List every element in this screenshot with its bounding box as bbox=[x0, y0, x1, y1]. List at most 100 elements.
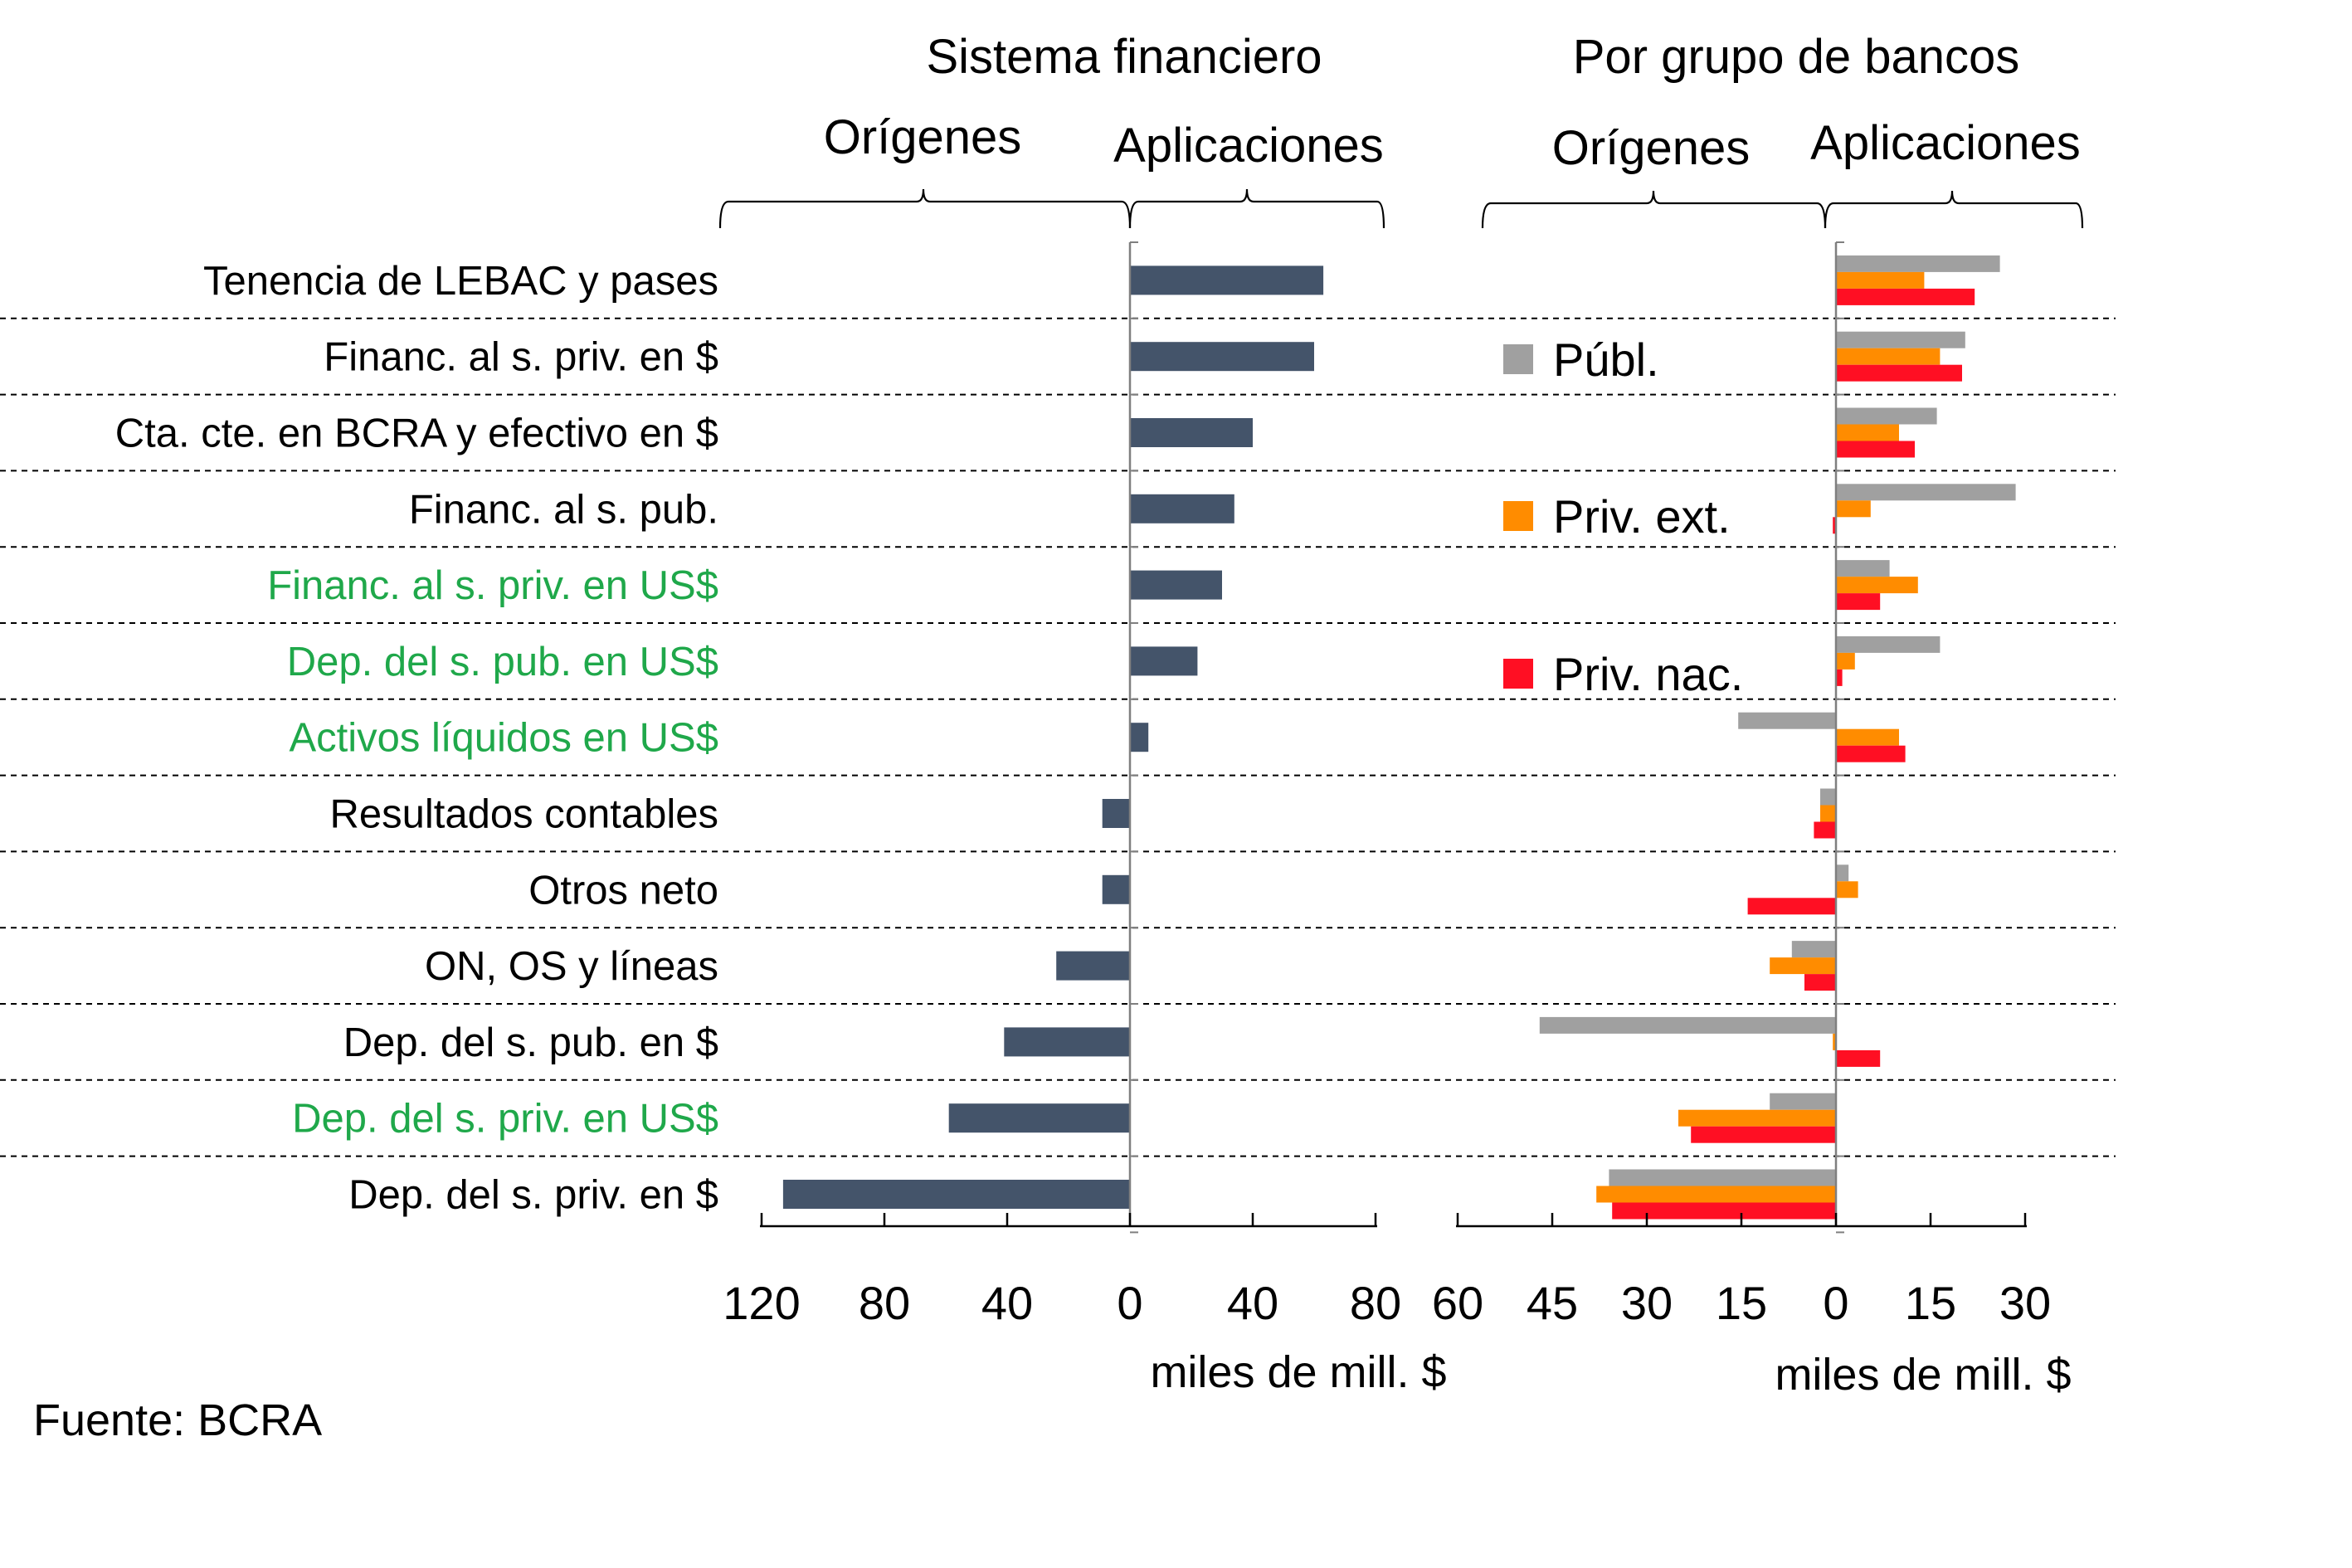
category-label: ON, OS y líneas bbox=[425, 944, 718, 989]
bar-priv-nac bbox=[1836, 441, 1915, 458]
bar-priv-ext bbox=[1836, 424, 1899, 441]
legend: Públ. Priv. ext. Priv. nac. bbox=[1503, 334, 1743, 700]
right-x-tick-label: 30 bbox=[1621, 1277, 1673, 1329]
bar-sistema-financiero bbox=[948, 1103, 1130, 1133]
bar-p-bl bbox=[1738, 712, 1836, 729]
legend-swatch bbox=[1503, 344, 1533, 374]
bar-priv-nac bbox=[1691, 1126, 1836, 1143]
right-x-tick-label: 0 bbox=[1823, 1277, 1848, 1329]
category-label: Resultados contables bbox=[329, 792, 718, 837]
bar-sistema-financiero bbox=[1130, 494, 1234, 523]
left-applications-brace bbox=[1128, 188, 1385, 229]
legend-label: Públ. bbox=[1553, 334, 1659, 386]
category-label: Tenencia de LEBAC y pases bbox=[203, 259, 718, 304]
bar-p-bl bbox=[1836, 331, 1965, 348]
right-panel-title: Por grupo de bancos bbox=[1573, 30, 2019, 84]
bar-priv-ext bbox=[1836, 881, 1858, 898]
bar-priv-nac bbox=[1612, 1202, 1836, 1220]
bar-priv-nac bbox=[1836, 364, 1962, 382]
bar-priv-ext bbox=[1836, 577, 1918, 594]
bar-sistema-financiero bbox=[1102, 874, 1130, 904]
right-x-tick-label: 45 bbox=[1527, 1277, 1578, 1329]
bar-priv-ext bbox=[1820, 805, 1836, 822]
category-label: Dep. del s. priv. en US$ bbox=[292, 1097, 718, 1142]
category-label: Financ. al s. priv. en US$ bbox=[267, 563, 718, 608]
category-label: Dep. del s. pub. en US$ bbox=[287, 640, 718, 684]
bar-sistema-financiero bbox=[1056, 951, 1130, 981]
section-braces bbox=[718, 188, 2084, 229]
right-x-tick-label: 15 bbox=[1905, 1277, 1956, 1329]
right-origins-brace bbox=[1481, 190, 1827, 229]
bar-priv-ext bbox=[1836, 500, 1871, 518]
right-x-tick-label: 30 bbox=[1999, 1277, 2051, 1329]
left-x-tick-label: 40 bbox=[981, 1277, 1033, 1329]
bar-p-bl bbox=[1836, 635, 1941, 653]
bar-priv-ext bbox=[1836, 652, 1855, 670]
source-note: Fuente: BCRA bbox=[33, 1395, 322, 1445]
bar-sistema-financiero bbox=[1130, 342, 1314, 372]
left-panel-bars bbox=[782, 265, 1324, 1209]
bar-sistema-financiero bbox=[1130, 265, 1324, 295]
left-x-tick-label: 80 bbox=[1350, 1277, 1401, 1329]
bar-priv-ext bbox=[1836, 728, 1899, 746]
left-panel-title: Sistema financiero bbox=[926, 30, 1322, 84]
right-applications-brace bbox=[1824, 190, 2084, 229]
right-panel-axes: 60 45 30 15 0 15 30 bbox=[1432, 241, 2051, 1329]
left-x-tick-label: 40 bbox=[1227, 1277, 1278, 1329]
bar-priv-nac bbox=[1836, 1049, 1881, 1067]
category-label: Financ. al s. pub. bbox=[409, 487, 718, 532]
bar-p-bl bbox=[1836, 864, 1849, 882]
bar-priv-ext bbox=[1833, 1033, 1836, 1050]
left-panel-axes: 120 80 40 0 40 80 bbox=[723, 241, 1401, 1329]
right-origins-label: Orígenes bbox=[1552, 121, 1751, 175]
bar-priv-nac bbox=[1804, 974, 1836, 991]
right-x-axis-label: miles de mill. $ bbox=[1775, 1350, 2071, 1400]
left-x-tick-label: 120 bbox=[723, 1277, 800, 1329]
bar-priv-nac bbox=[1836, 288, 1975, 305]
bar-priv-ext bbox=[1596, 1186, 1836, 1203]
left-x-tick-label: 80 bbox=[859, 1277, 910, 1329]
legend-swatch bbox=[1503, 659, 1533, 689]
bar-p-bl bbox=[1836, 484, 2016, 501]
bar-p-bl bbox=[1820, 788, 1836, 806]
left-x-tick-label: 0 bbox=[1117, 1277, 1142, 1329]
right-x-tick-label: 15 bbox=[1716, 1277, 1767, 1329]
bar-priv-nac bbox=[1836, 593, 1881, 611]
category-label: Dep. del s. pub. en $ bbox=[343, 1020, 718, 1065]
bar-sistema-financiero bbox=[1004, 1027, 1130, 1057]
category-label: Activos líquidos en US$ bbox=[290, 716, 719, 761]
category-label: Otros neto bbox=[528, 868, 718, 913]
category-label: Cta. cte. en BCRA y efectivo en $ bbox=[115, 411, 718, 456]
legend-label: Priv. nac. bbox=[1553, 648, 1743, 700]
bar-p-bl bbox=[1539, 1016, 1836, 1034]
bar-priv-nac bbox=[1836, 745, 1906, 762]
right-x-tick-label: 60 bbox=[1432, 1277, 1483, 1329]
right-panel-bars bbox=[1539, 255, 2016, 1220]
left-x-axis-label: miles de mill. $ bbox=[1150, 1347, 1446, 1397]
bar-priv-ext bbox=[1770, 957, 1836, 975]
bar-p-bl bbox=[1770, 1093, 1836, 1110]
bar-p-bl bbox=[1609, 1169, 1836, 1186]
bar-sistema-financiero bbox=[1130, 418, 1253, 447]
bar-sistema-financiero bbox=[1102, 799, 1130, 828]
category-label: Dep. del s. priv. en $ bbox=[348, 1173, 718, 1218]
right-applications-label: Aplicaciones bbox=[1810, 116, 2081, 170]
bar-sistema-financiero bbox=[1130, 723, 1149, 752]
bar-priv-ext bbox=[1678, 1109, 1836, 1127]
bar-p-bl bbox=[1836, 560, 1890, 577]
bar-p-bl bbox=[1791, 941, 1836, 958]
row-separators bbox=[0, 317, 2116, 1157]
bar-p-bl bbox=[1836, 407, 1937, 425]
bar-priv-nac bbox=[1836, 669, 1843, 686]
bar-sistema-financiero bbox=[782, 1180, 1130, 1209]
category-labels: Tenencia de LEBAC y pases Financ. al s. p… bbox=[115, 259, 718, 1218]
bar-priv-nac bbox=[1747, 898, 1836, 915]
legend-label: Priv. ext. bbox=[1553, 490, 1731, 543]
bar-priv-ext bbox=[1836, 348, 1941, 365]
legend-swatch bbox=[1503, 501, 1533, 531]
left-origins-label: Orígenes bbox=[824, 110, 1022, 164]
bar-sistema-financiero bbox=[1130, 646, 1198, 676]
bar-priv-nac bbox=[1833, 517, 1836, 534]
bar-priv-nac bbox=[1814, 821, 1836, 839]
